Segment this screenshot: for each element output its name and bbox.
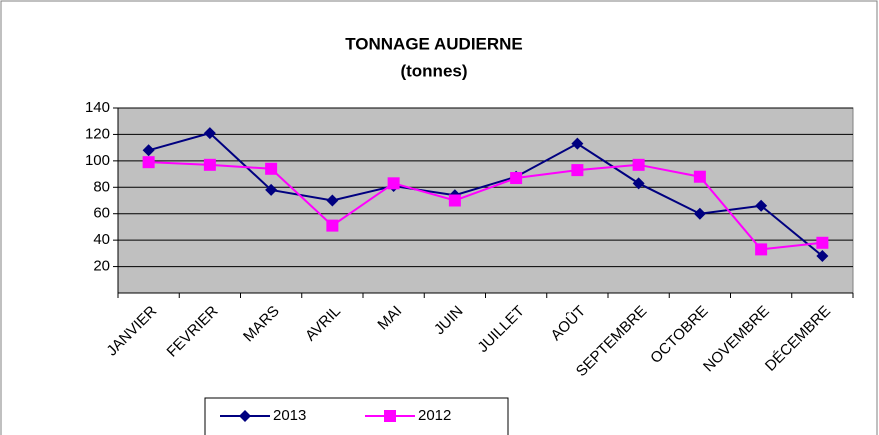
x-tick-label: DÉCEMBRE xyxy=(762,303,834,375)
x-tick-label: MAI xyxy=(374,303,405,334)
series-marker xyxy=(203,127,216,140)
x-tick-label: JUIN xyxy=(431,303,467,339)
x-tick-label: NOVEMBRE xyxy=(700,303,773,376)
series-marker xyxy=(448,194,461,207)
series-marker xyxy=(632,177,645,190)
series-marker xyxy=(693,170,706,183)
series-marker xyxy=(203,158,216,171)
series-marker xyxy=(816,250,829,262)
series-marker xyxy=(693,207,706,220)
y-tick-label: 120 xyxy=(85,125,110,142)
y-tick-label: 80 xyxy=(93,178,110,195)
series-marker xyxy=(755,243,768,256)
series-marker xyxy=(265,162,278,175)
chart-title: TONNAGE AUDIERNE xyxy=(345,34,523,53)
series-marker xyxy=(755,199,768,212)
x-tick-label: FEVRIER xyxy=(164,302,222,360)
series-marker xyxy=(326,194,339,207)
series-marker xyxy=(142,144,155,157)
x-tick-label: JUILLET xyxy=(474,303,527,356)
series-marker xyxy=(816,236,829,249)
y-tick-label: 100 xyxy=(85,152,110,169)
series-marker xyxy=(265,183,278,196)
series-marker xyxy=(571,137,584,150)
series-line xyxy=(148,131,824,257)
series-marker xyxy=(387,177,400,190)
series-marker xyxy=(326,219,339,232)
plot-area xyxy=(117,107,854,294)
series-marker xyxy=(632,158,645,171)
x-tick-label: AVRIL xyxy=(302,303,344,345)
x-tick-label: AOÛT xyxy=(548,303,589,344)
y-tick-label: 40 xyxy=(93,231,110,248)
chart-subtitle: (tonnes) xyxy=(400,61,467,80)
series-marker xyxy=(571,164,584,177)
x-tick-label: MARS xyxy=(240,303,283,346)
legend-label: 2012 xyxy=(418,407,451,424)
series-marker xyxy=(142,156,155,169)
legend-marker xyxy=(384,410,396,422)
x-tick-label: JANVIER xyxy=(103,303,160,360)
series-marker xyxy=(510,172,523,185)
series-line xyxy=(148,161,823,251)
y-tick-label: 60 xyxy=(93,205,110,222)
y-tick-label: 140 xyxy=(85,99,110,116)
y-tick-label: 20 xyxy=(93,258,110,275)
legend-marker xyxy=(239,410,251,422)
legend-label: 2013 xyxy=(273,407,306,424)
x-tick-label: OCTOBRE xyxy=(647,303,711,367)
